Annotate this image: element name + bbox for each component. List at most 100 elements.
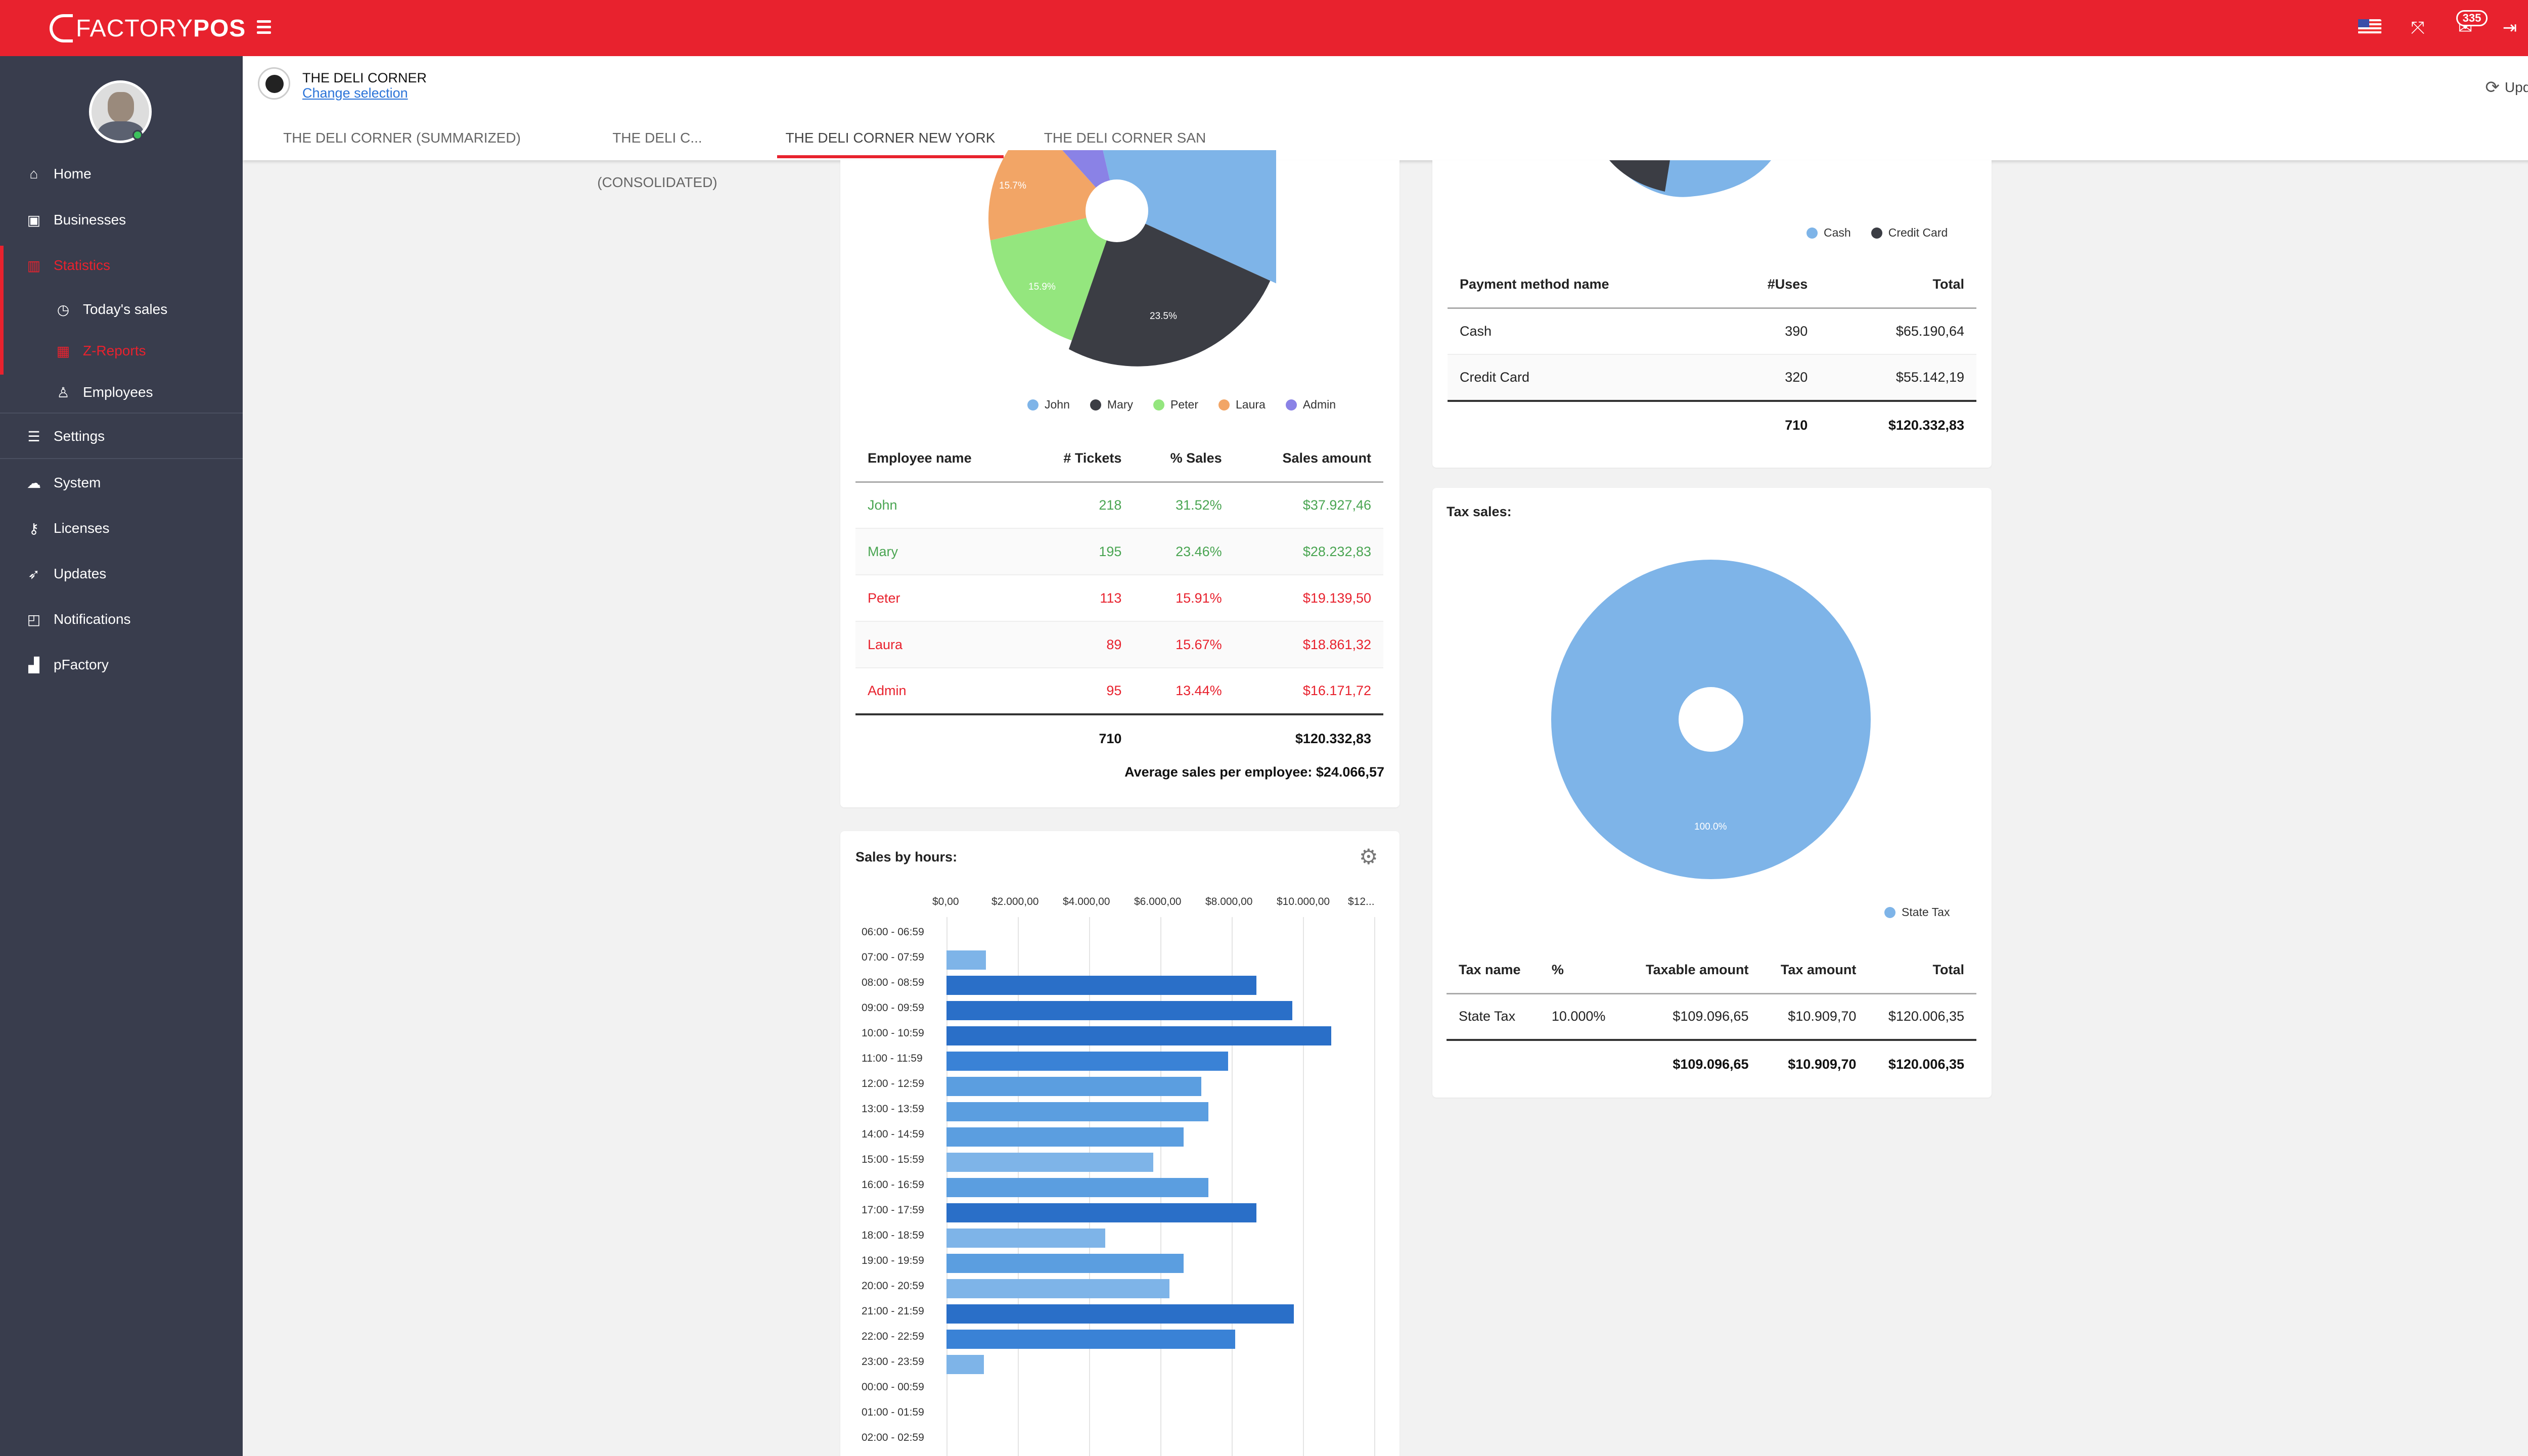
x-tick-label: $6.000,00 <box>1134 896 1182 907</box>
column-header[interactable]: # Tickets <box>1024 435 1134 483</box>
sidebar-item-label: Employees <box>83 384 153 400</box>
sidebar-item-businesses[interactable]: ▣ Businesses <box>0 197 243 243</box>
column-header[interactable]: Taxable amount <box>1623 947 1761 994</box>
sidebar-item-todays-sales[interactable]: ◷ Today's sales <box>0 289 243 330</box>
table-row[interactable]: John 218 31.52% $37.927,46 <box>855 482 1383 529</box>
logout-icon[interactable]: ⇥ <box>2502 18 2517 37</box>
legend-item[interactable]: John <box>1027 398 1070 412</box>
bell-icon: ◰ <box>27 611 41 627</box>
legend-item[interactable]: Cash <box>1807 226 1851 240</box>
column-header[interactable]: Total <box>1820 261 1976 309</box>
chart-bar[interactable] <box>946 1254 1184 1273</box>
expand-icon[interactable]: ⤧ <box>2411 18 2425 37</box>
sidebar-item-label: Notifications <box>54 611 131 627</box>
legend-item[interactable]: Laura <box>1218 398 1266 412</box>
pct-sales-cell: 15.67% <box>1134 621 1234 668</box>
sidebar-item-employees[interactable]: ♙ Employees <box>0 372 243 413</box>
bar-chart-icon: ▟ <box>28 657 39 673</box>
tax-amount-cell: $10.909,70 <box>1760 993 1869 1040</box>
tab-consolidated[interactable]: THE DELI C... (CONSOLIDATED) <box>597 130 717 190</box>
chart-bar[interactable] <box>946 1228 1105 1248</box>
y-category-label: 15:00 - 15:59 <box>862 1154 924 1165</box>
factorypos-logo[interactable]: FACTORY POS <box>50 14 246 42</box>
legend-item[interactable]: Peter <box>1153 398 1198 412</box>
chart-bar[interactable] <box>946 1026 1332 1045</box>
tax-sales-card: Tax sales: 100.0% State Tax Tax name % T… <box>1432 488 1992 1098</box>
chart-bar[interactable] <box>946 1102 1209 1121</box>
chart-bar[interactable] <box>946 1001 1292 1020</box>
gear-icon[interactable]: ⚙ <box>1359 845 1378 869</box>
column-header[interactable]: % Sales <box>1134 435 1234 483</box>
chart-bar[interactable] <box>946 976 1257 995</box>
sidebar-item-z-reports[interactable]: ▦ Z-Reports <box>0 330 243 372</box>
legend-label: Laura <box>1235 398 1266 411</box>
table-row[interactable]: State Tax 10.000% $109.096,65 $10.909,70… <box>1447 993 1976 1040</box>
column-header[interactable]: Sales amount <box>1234 435 1383 483</box>
sidebar-item-home[interactable]: ⌂ Home <box>0 151 243 197</box>
key-icon: ⚷ <box>28 520 39 536</box>
table-row[interactable]: Admin 95 13.44% $16.171,72 <box>855 668 1383 715</box>
legend-item[interactable]: Admin <box>1285 398 1336 412</box>
legend-item[interactable]: Mary <box>1090 398 1133 412</box>
legend-label: Credit Card <box>1888 226 1948 239</box>
briefcase-icon: ▣ <box>27 212 41 228</box>
legend-item[interactable]: Credit Card <box>1871 226 1948 240</box>
us-flag-icon[interactable] <box>2358 19 2381 34</box>
update-all-button[interactable]: ⟳Update all <box>2485 77 2528 98</box>
sidebar-item-system[interactable]: ☁ System <box>0 460 243 506</box>
tab-new-york[interactable]: THE DELI CORNER NEW YORK <box>785 130 996 146</box>
chart-bar[interactable] <box>946 1178 1209 1197</box>
sidebar-item-label: Settings <box>54 428 105 444</box>
table-row[interactable]: Cash 390 $65.190,64 <box>1448 308 1976 355</box>
chart-bar[interactable] <box>946 1127 1184 1147</box>
table-row[interactable]: Laura 89 15.67% $18.861,32 <box>855 621 1383 668</box>
business-header: THE DELI CORNER Change selection ⟳Update… <box>243 56 2528 190</box>
change-selection-link[interactable]: Change selection <box>302 85 408 101</box>
chart-bar[interactable] <box>946 1153 1153 1172</box>
chart-bar[interactable] <box>946 1330 1236 1349</box>
sidebar-item-updates[interactable]: ➶ Updates <box>0 551 243 597</box>
chart-bar[interactable] <box>946 1203 1257 1222</box>
active-tab-indicator <box>777 155 1004 158</box>
table-row[interactable]: Peter 113 15.91% $19.139,50 <box>855 575 1383 622</box>
chart-bar[interactable] <box>946 950 986 970</box>
table-row[interactable]: Credit Card 320 $55.142,19 <box>1448 354 1976 401</box>
legend-item[interactable]: State Tax <box>1884 905 1950 919</box>
hamburger-menu-icon[interactable] <box>257 20 271 35</box>
employee-name-cell: Mary <box>855 528 1025 575</box>
pie-slice-mary[interactable] <box>1068 211 1271 367</box>
x-tick-label: $2.000,00 <box>991 896 1039 907</box>
column-header[interactable]: Employee name <box>855 435 1025 483</box>
column-header[interactable]: Tax name <box>1447 947 1540 994</box>
pie-slice-laura[interactable] <box>988 150 1117 241</box>
user-icon: ♙ <box>57 384 70 400</box>
sidebar-item-pfactory[interactable]: ▟ pFactory <box>0 642 243 688</box>
legend-label: Peter <box>1170 398 1198 411</box>
sidebar-item-notifications[interactable]: ◰ Notifications <box>0 597 243 642</box>
column-header[interactable]: Tax amount <box>1760 947 1869 994</box>
table-total-row: 710 $120.332,83 <box>855 713 1383 762</box>
column-header[interactable]: Total <box>1868 947 1976 994</box>
pie-slice-john[interactable] <box>1087 150 1276 284</box>
sidebar-item-licenses[interactable]: ⚷ Licenses <box>0 506 243 551</box>
tickets-cell: 218 <box>1024 482 1134 529</box>
chart-bar[interactable] <box>946 1279 1169 1298</box>
y-category-label: 06:00 - 06:59 <box>862 926 924 938</box>
column-header[interactable]: #Uses <box>1719 261 1820 309</box>
sidebar-item-label: Home <box>54 166 92 181</box>
chart-bar[interactable] <box>946 1077 1202 1096</box>
total-tax-cell: $10.909,70 <box>1760 1039 1869 1087</box>
table-row[interactable]: Mary 195 23.46% $28.232,83 <box>855 528 1383 575</box>
table-total-row: 710 $120.332,83 <box>1448 400 1976 448</box>
sidebar-item-settings[interactable]: ☰ Settings <box>0 414 243 459</box>
pie-slice-credit-card[interactable] <box>1609 160 1670 192</box>
y-category-label: 16:00 - 16:59 <box>862 1179 924 1191</box>
chart-bar[interactable] <box>946 1355 984 1374</box>
sidebar-item-statistics[interactable]: ▥ Statistics <box>0 243 243 288</box>
chart-bar[interactable] <box>946 1304 1294 1324</box>
column-header[interactable]: % <box>1539 947 1624 994</box>
column-header[interactable]: Payment method name <box>1448 261 1719 309</box>
chart-bar[interactable] <box>946 1052 1228 1071</box>
tab-summarized[interactable]: THE DELI CORNER (SUMMARIZED) <box>283 130 521 146</box>
pie-slice-peter[interactable] <box>990 211 1117 341</box>
